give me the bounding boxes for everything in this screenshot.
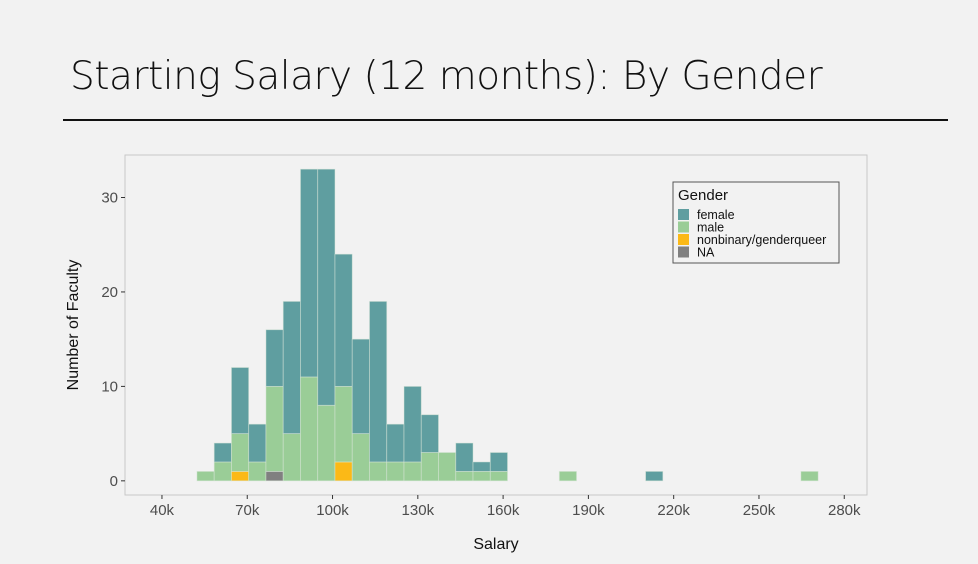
bar-male [455,470,474,482]
bar-male [196,470,215,482]
legend-label: nonbinary/genderqueer [697,233,826,247]
bar-female [231,367,250,435]
x-tick-label: 280k [828,502,861,519]
title-divider [63,119,948,121]
x-tick-label: 100k [316,502,349,519]
legend-box [672,181,840,264]
y-tick-label: 30 [101,190,118,207]
bar-female [213,442,232,463]
bar-male [403,461,422,482]
page-title: Starting Salary (12 months): By Gender [70,54,823,99]
bar-female [248,423,267,463]
x-tick-label: 160k [487,502,520,519]
bar-female [645,470,664,482]
legend-label: NA [697,246,715,260]
legend-title: Gender [678,187,728,204]
bar-male [265,385,284,472]
bar-female [386,423,405,463]
x-axis-label: Salary [473,536,518,553]
bar-nonbinary-genderqueer [231,470,250,482]
x-tick-label: 40k [150,502,175,519]
bar-male [248,461,267,482]
bar-female [300,168,319,378]
bar-male [351,433,370,482]
legend-swatch [678,209,689,220]
x-tick-label: 190k [572,502,605,519]
bar-female [455,442,474,472]
legend-label: female [697,208,735,222]
bar-male [300,376,319,482]
bar-male [438,452,457,482]
legend-swatch [678,246,689,258]
x-tick-label: 220k [657,502,690,519]
bar-female [403,385,422,463]
bar-female [265,329,284,387]
bar-male [231,433,250,472]
bar-nonbinary-genderqueer [334,461,353,482]
bar-female [282,300,301,435]
bar-male [386,461,405,482]
x-tick-label: 70k [235,502,260,519]
bar-female [472,461,491,472]
legend-label: male [697,221,724,235]
bar-male [800,470,819,482]
x-tick-label: 250k [743,502,776,519]
bar-male [282,433,301,482]
bar-male [334,385,353,463]
bar-female [351,338,370,435]
y-tick-label: 20 [101,284,118,301]
bar-male [558,470,577,482]
bar-male [472,470,491,482]
bar-male [213,461,232,482]
bar-female [489,452,508,472]
bar-female [369,300,388,463]
bar-female [334,253,353,387]
legend-swatch [678,221,689,233]
bar-male [489,470,508,482]
legend-swatch [678,234,689,245]
x-tick-label: 130k [402,502,435,519]
bar-female [317,168,336,406]
bar-male [420,452,439,482]
bar-na [265,470,284,482]
y-tick-label: 10 [101,378,118,395]
y-axis-label: Number of Faculty [65,260,82,391]
bar-male [317,404,336,482]
bar-male [369,461,388,482]
y-tick-label: 0 [110,473,118,490]
bar-female [420,414,439,453]
